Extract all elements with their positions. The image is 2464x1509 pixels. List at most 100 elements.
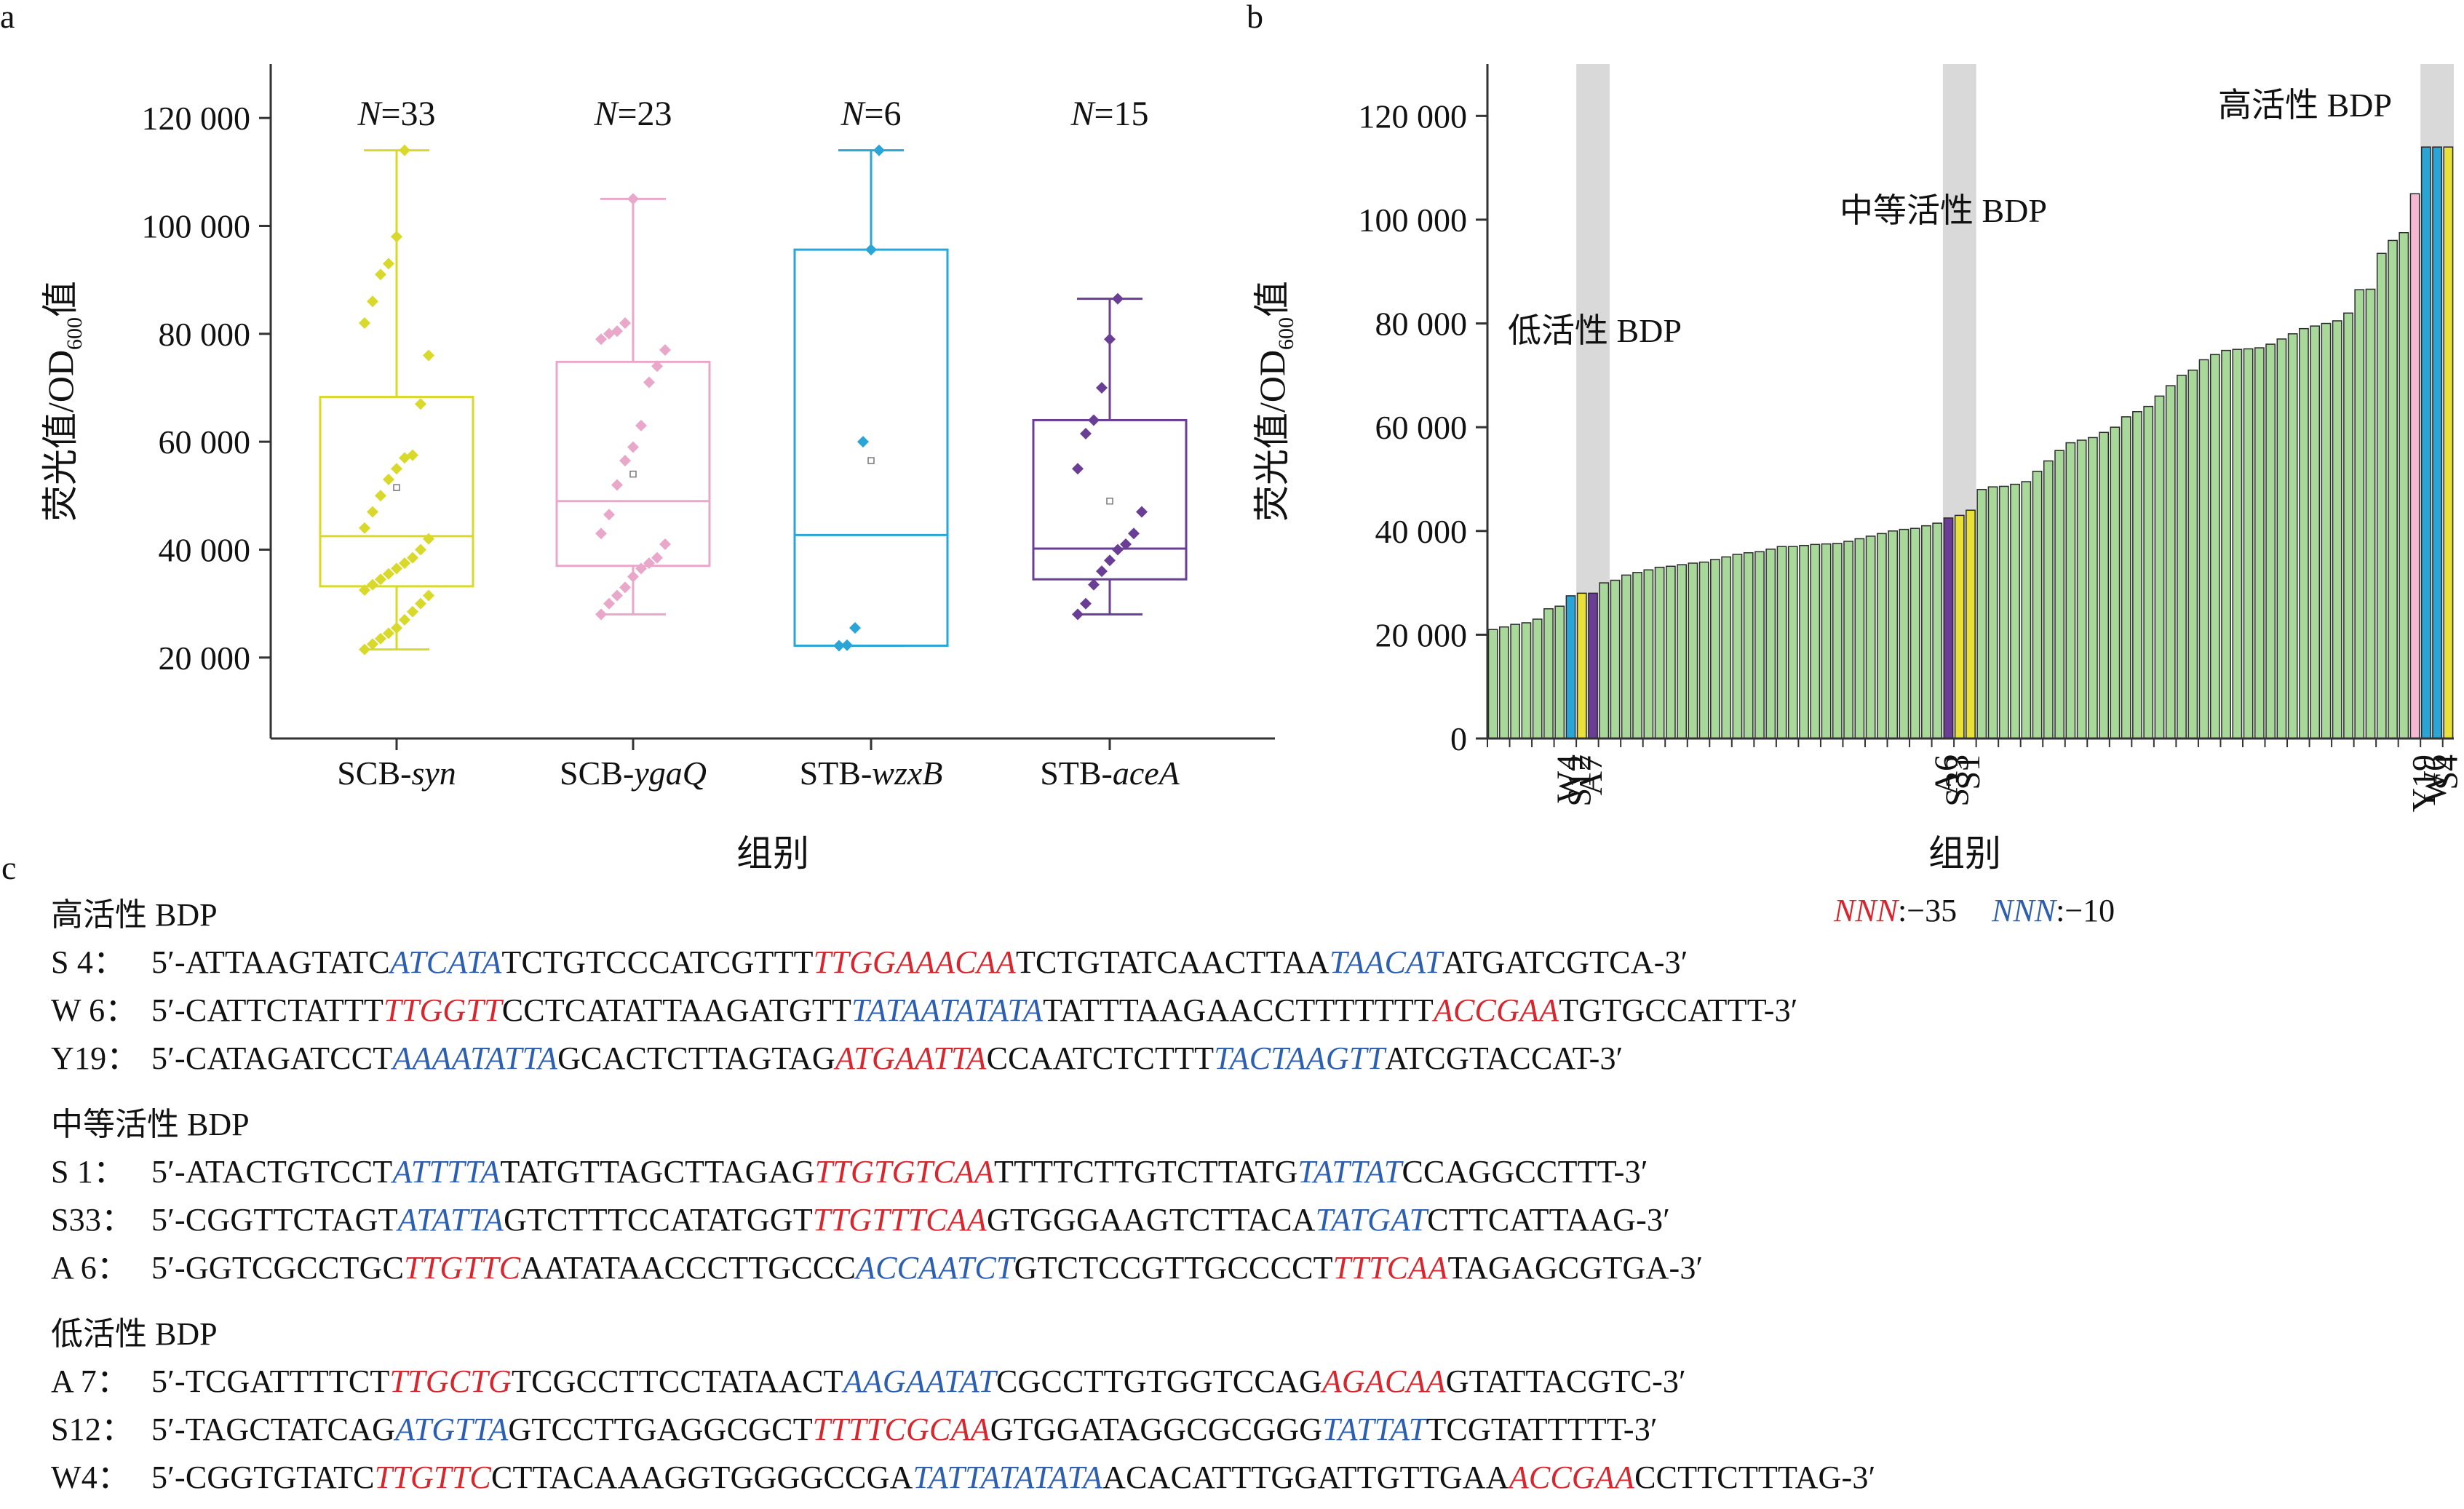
sequence-row: W4： 5′-CGGTGTATCTTGTTCCTTACAAAGGTGGGGCCGA… [51,1454,2416,1502]
bar [2432,146,2442,739]
data-point [595,333,607,346]
panel-b-label: b [1247,0,1263,35]
sequence-segment: 5′-TAGCTATCAG [151,1412,396,1447]
data-point [651,552,663,564]
promoter-10-box: ACCAATCT [856,1250,1014,1286]
bar [2099,431,2110,739]
data-point [857,436,869,448]
sequence-segment: TATGTTAGCTTAGAG [500,1154,815,1190]
bar [1932,522,1943,739]
bar [1776,546,1787,739]
sequence-segment: 5′-CGGTGTATC [151,1460,375,1495]
sequence-segment: CCAGGCCTTT-3′ [1402,1154,1648,1190]
bar [1543,608,1554,739]
sequence-segment: 5′-CATAGATCCT [151,1040,393,1076]
bar [2420,146,2431,739]
bar [1888,530,1899,739]
sequence-segment: GCACTCTTAGTAG [557,1040,835,1076]
data-point [375,268,386,281]
y-tick-label: 120 000 [142,100,251,137]
sequence-segment: ATGATCGTCA-3′ [1442,944,1688,980]
bar [2132,411,2142,739]
data-point [423,533,434,545]
bar [1610,579,1621,739]
x-tick-label: S33 [1939,754,1976,807]
promoter-10-box: ATTTTA [392,1154,501,1190]
bar [1521,622,1532,739]
sequence-segment: 5′-ATTAAGTATC [151,944,390,980]
promoter-10-box: TATTAT [1322,1412,1427,1447]
data-point [849,621,861,634]
data-point [375,632,386,645]
legend-blue-label: NNN [1992,893,2056,928]
bar [2276,338,2287,739]
annotation-medium: 中等活性 BDP [1840,192,2047,229]
bar [2076,439,2087,739]
data-point [619,455,631,467]
data-point [651,360,663,373]
bar [2343,312,2353,739]
box-iqr [555,360,711,568]
sequence-label: Y19： [51,1040,139,1076]
x-tick-prefix: SCB- [337,754,411,792]
x-tick-italic: ygaQ [631,754,707,792]
sequence-row: Y19： 5′-CATAGATCCTAAAATATTAGCACTCTTAGTAGA… [51,1035,2416,1083]
sequence-segment: 5′-ATACTGTCCT [151,1154,393,1190]
panel-a-label: a [0,0,15,35]
bar [2043,460,2054,739]
bar [1565,595,1576,739]
sequence-segment: CTTACAAAGGTGGGGCCGA [490,1460,913,1495]
data-point [375,573,386,586]
sequence-segment: GTCCTTGAGGCGCT [508,1412,813,1447]
data-point [1096,381,1108,394]
promoter-10-box: TATGAT [1315,1202,1428,1238]
sequence-segment: GTGGATAGGCGCGGG [990,1412,1323,1447]
sequence-label: S 4： [51,944,126,980]
sequence-label: A 7： [51,1363,130,1399]
n-label: N=33 [357,95,435,133]
data-point [595,527,607,540]
data-point [1104,333,1116,346]
promoter-35-box: TTGTTC [404,1250,521,1286]
ylabel-main: 荧光值/OD [1252,350,1292,522]
x-tick-label: S12 [1561,754,1598,807]
annotation-high: 高活性 BDP [2218,87,2392,124]
bar [1821,543,1832,739]
y-tick-label: 60 000 [1375,409,1468,446]
sequence-label: S33： [51,1202,134,1238]
y-tick-label: 0 [1450,720,1467,757]
data-point [1104,554,1116,567]
x-tick-label: A7 [1572,754,1609,795]
bar [1665,565,1676,739]
data-point [383,568,394,580]
panel-a-xlabel: 组别 [736,833,809,874]
data-point [359,522,370,534]
x-tick-label: STB-aceA [1040,754,1180,792]
data-point [391,562,402,575]
data-point [1112,544,1124,556]
bar [1954,514,1965,739]
data-point [399,557,410,569]
box-iqr [319,396,474,588]
panel-a-boxplot: a 20 000 40 000 60 000 80 000 100 000 120 000 荧… [0,0,1275,874]
promoter-10-box: ATATTA [397,1202,504,1238]
bar [2332,320,2342,739]
sequence-segment: GTATTACGTC-3′ [1445,1363,1686,1399]
bar [1510,624,1521,739]
data-point [407,552,418,564]
sequence-segment: TCTGTATCAACTTAA [1015,944,1330,980]
bar [1966,509,1976,739]
data-point [603,509,615,521]
data-point [833,640,845,652]
data-point [367,638,378,650]
y-tick-label: 80 000 [159,316,251,353]
promoter-10-box: TAACAT [1330,944,1443,980]
data-point [1120,538,1132,551]
sequence-segment: GTGGGAAGTCTTACA [986,1202,1316,1238]
panel-c-label: c [1,849,17,886]
bar [2232,349,2243,739]
data-point [359,584,370,597]
sequence-segment: TCGTATTTTT-3′ [1426,1412,1658,1447]
data-point [603,597,615,610]
ylabel-suffix: 值 [1252,281,1292,317]
